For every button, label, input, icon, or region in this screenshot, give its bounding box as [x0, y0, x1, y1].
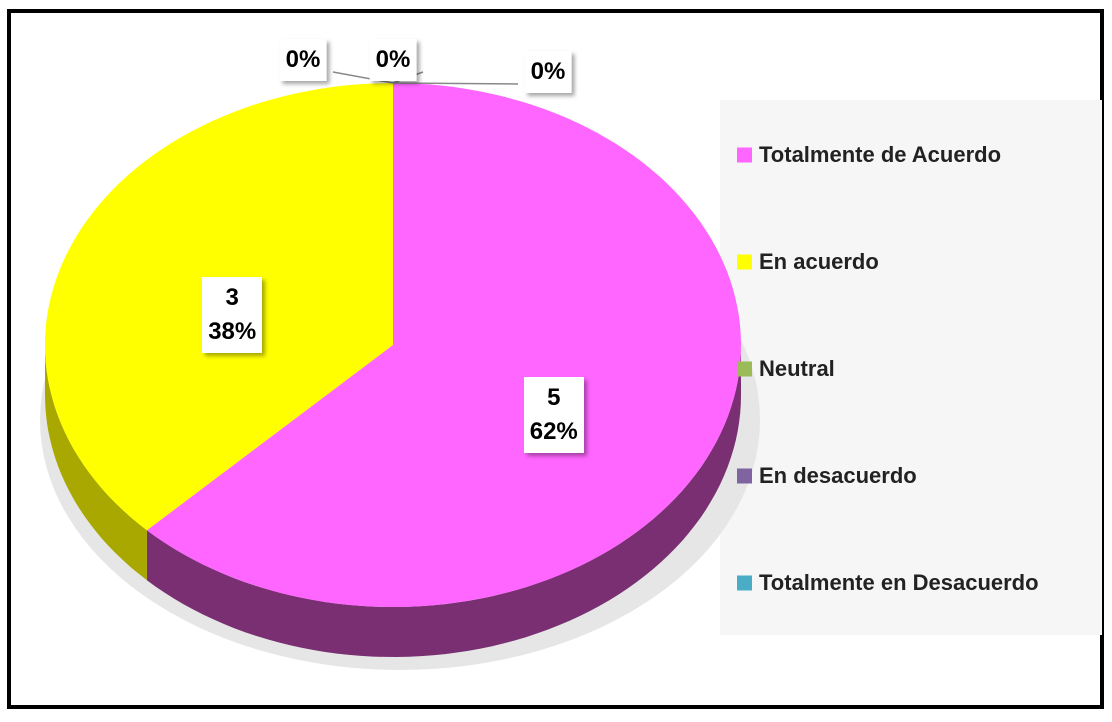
legend-swatch: [737, 468, 752, 484]
legend-swatch: [737, 147, 752, 163]
data-label: 3 38%: [202, 276, 263, 353]
data-label: 0%: [524, 51, 572, 93]
pie-side: [45, 345, 147, 581]
data-label: 5 62%: [523, 377, 584, 454]
legend-label: En acuerdo: [759, 249, 879, 274]
legend-swatch: [737, 254, 752, 270]
legend-box: [720, 100, 1102, 635]
data-label: 0%: [369, 39, 417, 81]
pie-side: [146, 345, 741, 657]
leader-line: [332, 71, 394, 84]
legend-label: Totalmente de Acuerdo: [759, 142, 1002, 167]
legend-label: Totalmente en Desacuerdo: [759, 570, 1039, 595]
legend-swatch: [737, 361, 752, 377]
legend-label: En desacuerdo: [759, 463, 917, 488]
legend-label: Neutral: [759, 356, 835, 381]
pie-slice: [146, 83, 741, 607]
data-label: 0%: [279, 39, 327, 81]
legend-swatch: [737, 575, 752, 591]
leader-line: [392, 82, 519, 85]
